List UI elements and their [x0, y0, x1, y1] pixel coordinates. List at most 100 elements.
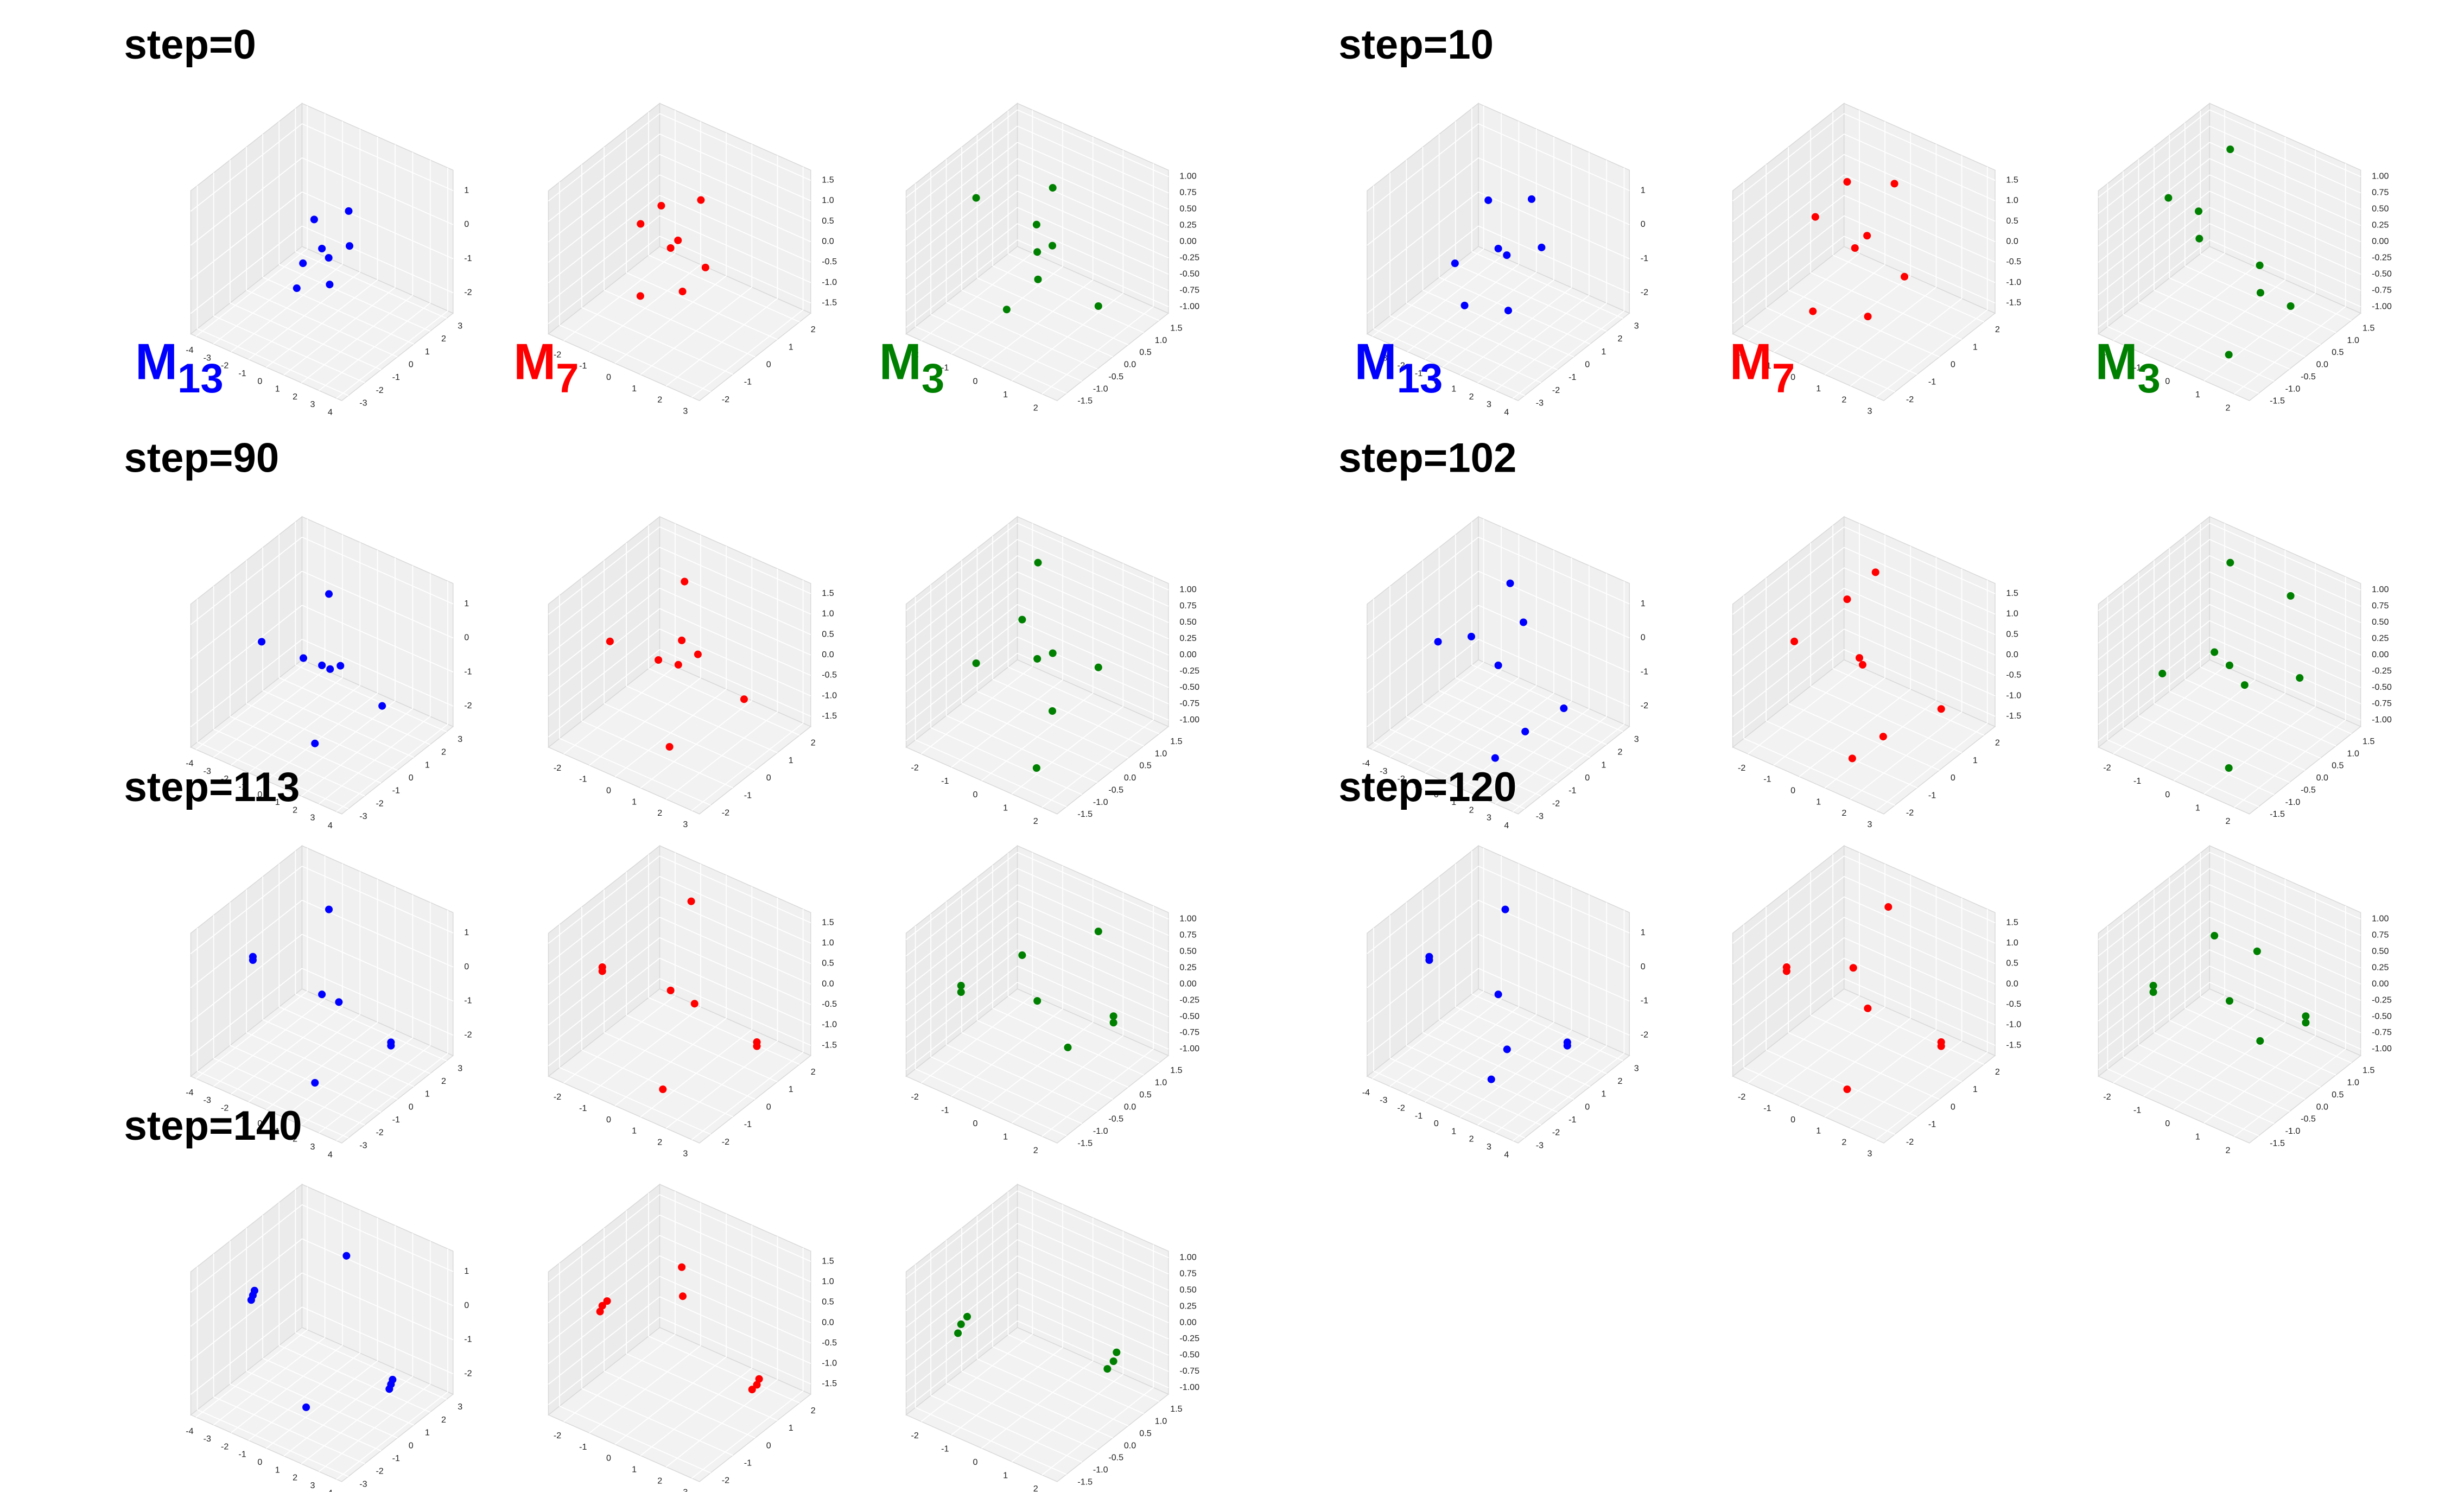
grid-line: [2098, 555, 2210, 644]
z-tick-label: -0.5: [2006, 999, 2021, 1009]
point: [1094, 302, 1102, 310]
grid-line: [946, 715, 1098, 783]
x-tick-label: 0: [2165, 1119, 2170, 1128]
point: [1033, 248, 1042, 256]
grid-line: [197, 741, 349, 810]
y-tick-label: 1.5: [2363, 1065, 2374, 1075]
y-tick-label: 0: [1585, 1102, 1590, 1112]
y-tick-label: -0.5: [2301, 1114, 2316, 1124]
y-tick-label: 1: [1973, 1084, 1978, 1094]
point: [345, 207, 353, 215]
point: [1855, 654, 1864, 662]
x-tick-label: 0: [1790, 786, 1795, 796]
scatter3d-panel: -4 -3 -2 -1 0 1 2 3 4 -3 -2 -1 0 1 2 3 -2 -1 0 1: [186, 1183, 472, 1492]
scatter3d-panel: -2 -1 0 1 2 3 -2 -1 0 1 2 -1.5 -1.0 -0.5 0.0 0.5 1.0 1.5: [1732, 516, 2021, 829]
x-tick-label: 0: [973, 1457, 977, 1467]
grid-line: [2138, 302, 2290, 370]
z-tick-label: -0.50: [2372, 682, 2392, 692]
x-tick-label: 0: [973, 1119, 977, 1128]
grid-line: [230, 302, 382, 371]
z-tick-label: 0: [1641, 219, 1646, 229]
grid-line: [302, 225, 454, 294]
x-tick-label: -1: [238, 782, 246, 792]
z-tick-label: 0.75: [1179, 601, 1196, 611]
x-tick-label: 4: [328, 1488, 333, 1492]
point: [1527, 195, 1536, 203]
y-tick-label: 0.0: [1124, 1102, 1136, 1112]
y-tick-label: 0.0: [2316, 773, 2328, 783]
x-tick-label: 0: [1434, 1119, 1439, 1128]
point: [1425, 956, 1433, 964]
point: [687, 897, 695, 905]
grid-line: [2098, 142, 2210, 231]
y-tick-label: 3: [1634, 1063, 1639, 1073]
scatter3d-panel: -2 -1 0 1 2 3 -2 -1 0 1 2 -1.5 -1.0 -0.5 0.0 0.5 1.0 1.5: [548, 102, 837, 416]
point: [385, 1385, 393, 1393]
point: [1094, 663, 1102, 671]
grid-line: [961, 289, 1113, 358]
grid-line: [262, 277, 414, 345]
z-tick-label: -0.5: [822, 670, 837, 680]
y-tick-label: 1: [425, 1089, 430, 1099]
point: [2296, 674, 2304, 682]
grid-line: [1844, 937, 1996, 1005]
y-tick-label: -1.0: [2285, 1126, 2301, 1136]
y-tick-label: 0: [1951, 360, 1955, 370]
grid-line: [548, 113, 661, 202]
grid-line: [2209, 239, 2361, 307]
point: [1109, 1357, 1117, 1366]
x-tick-label: 1: [1816, 797, 1821, 807]
y-tick-label: -3: [359, 1140, 367, 1150]
model-subscript: 7: [1772, 355, 1795, 402]
x-tick-label: 1: [1451, 384, 1456, 394]
scatter3d-panel: -2 -1 0 1 2 -1.5-1.0-0.50.00.5 1.01.5 -1.00 -0.7…: [905, 516, 1199, 826]
grid-line: [626, 272, 778, 340]
z-tick-label: -1.5: [822, 297, 837, 307]
grid-line: [659, 195, 811, 263]
point: [1109, 1012, 1117, 1020]
x-tick-label: 1: [632, 384, 637, 393]
x-tick-label: 0: [1434, 376, 1439, 386]
grid-line: [559, 1405, 711, 1474]
grid-line: [1367, 605, 1479, 693]
x-tick-label: 4: [328, 821, 333, 830]
point: [1002, 306, 1011, 314]
grid-line: [659, 1275, 811, 1344]
point: [325, 905, 333, 913]
y-tick-label: -3: [359, 811, 367, 821]
grid-line: [604, 703, 755, 771]
y-tick-label: 0.5: [1139, 761, 1151, 771]
y-tick-label: -2: [1552, 385, 1560, 395]
x-tick-label: -3: [1380, 766, 1387, 776]
point: [387, 1042, 395, 1050]
grid-line: [2098, 223, 2210, 312]
grid-line: [190, 536, 303, 625]
grid-line: [2098, 174, 2210, 263]
z-tick-label: -1.00: [1179, 1382, 1199, 1392]
grid-line: [2138, 1044, 2290, 1112]
z-tick-label: 1.5: [822, 588, 834, 598]
z-tick-label: 1.5: [2006, 175, 2018, 185]
z-tick-label: 0.50: [2372, 617, 2389, 627]
grid-line: [915, 1407, 1067, 1475]
grid-line: [230, 1045, 382, 1113]
x-tick-label: 1: [632, 797, 637, 807]
x-tick-label: -2: [2103, 350, 2111, 359]
point: [637, 220, 645, 228]
grid-line: [2154, 1032, 2306, 1100]
z-tick-label: -2: [1641, 1030, 1648, 1040]
y-tick-label: -1: [1928, 790, 1936, 800]
grid-line: [1017, 949, 1169, 1017]
y-tick-label: 1: [425, 760, 430, 770]
model-letter: M: [2095, 333, 2137, 390]
grid-line: [295, 993, 447, 1062]
z-tick-label: -0.25: [1179, 252, 1199, 262]
z-tick-label: -0.25: [1179, 1334, 1199, 1343]
grid-line: [548, 215, 661, 304]
grid-line: [548, 876, 661, 964]
grid-line: [1373, 328, 1525, 396]
z-tick-label: -1.0: [822, 690, 837, 700]
grid-line: [1844, 855, 1996, 923]
point: [2225, 351, 2233, 359]
grid-line: [1017, 652, 1169, 721]
